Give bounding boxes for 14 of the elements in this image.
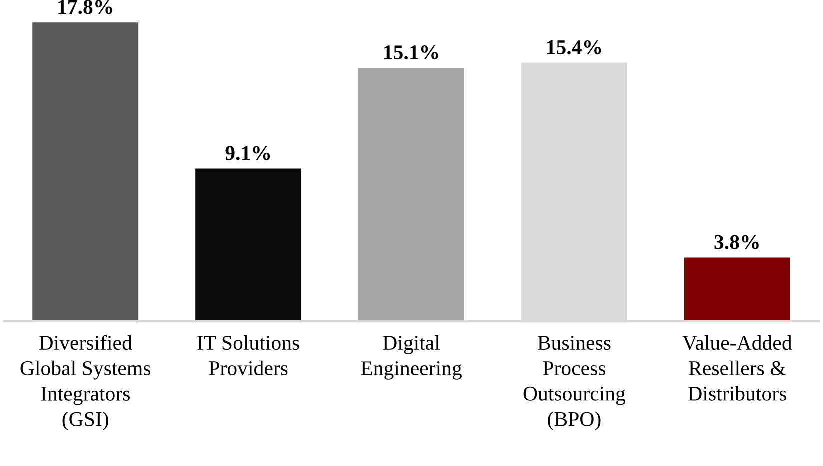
data-label: 3.8% [714, 235, 759, 250]
bar [684, 258, 790, 322]
data-label: 17.8% [58, 0, 112, 14]
x-tick-label: IT Solutions Providers [198, 335, 300, 376]
data-label: 15.4% [547, 40, 602, 55]
data-label: 9.1% [226, 146, 270, 160]
x-tick-label: Business Process Outsourcing (BPO) [524, 336, 626, 431]
x-tick-label: Digital Engineering [361, 335, 462, 380]
x-tick-label: Value-Added Resellers & Distributors [682, 335, 792, 401]
x-tick-label: Diversified Global Systems Integrators (GSI) [20, 335, 151, 431]
data-label: 15.1% [384, 45, 438, 60]
bar [358, 68, 464, 322]
bar [196, 168, 302, 322]
bar [32, 22, 139, 322]
